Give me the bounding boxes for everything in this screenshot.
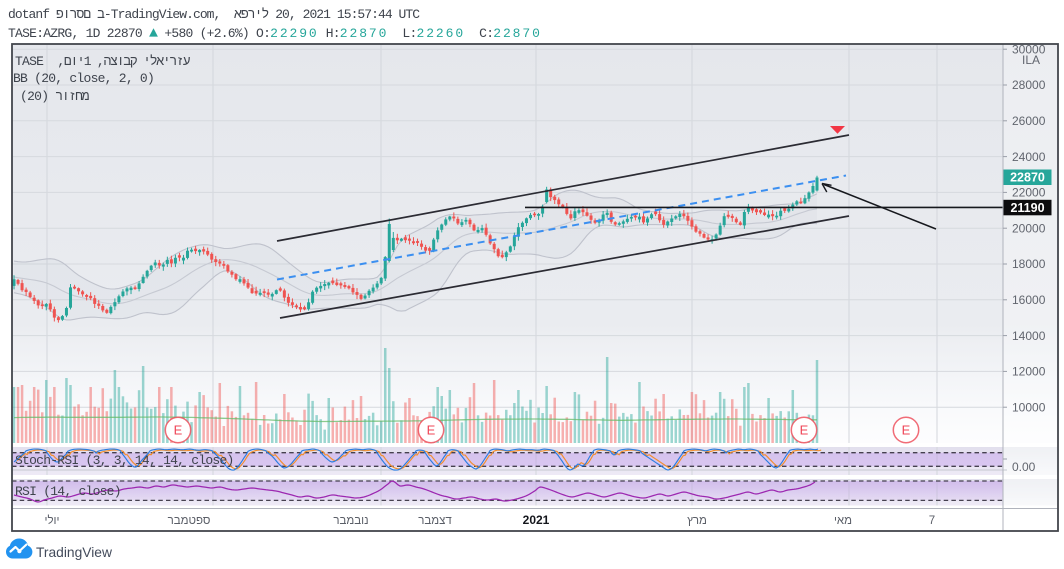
svg-text:E: E bbox=[800, 423, 809, 438]
svg-text:0.00: 0.00 bbox=[1012, 460, 1036, 474]
svg-text:מרץ: מרץ bbox=[687, 515, 707, 527]
svg-text:ILA: ILA bbox=[1022, 53, 1040, 67]
svg-text:24000: 24000 bbox=[1012, 150, 1046, 164]
svg-text:7: 7 bbox=[929, 515, 935, 527]
svg-text:16000: 16000 bbox=[1012, 293, 1046, 307]
svg-text:21190: 21190 bbox=[1010, 201, 1044, 215]
svg-text:נובמבר: נובמבר bbox=[333, 515, 368, 527]
svg-text:26000: 26000 bbox=[1012, 114, 1046, 128]
svg-text:12000: 12000 bbox=[1012, 365, 1046, 379]
svg-text:יולי: יולי bbox=[44, 514, 59, 527]
svg-text:30000: 30000 bbox=[1012, 42, 1046, 56]
svg-text:E: E bbox=[427, 423, 436, 438]
svg-text:22000: 22000 bbox=[1012, 186, 1046, 200]
svg-text:14000: 14000 bbox=[1012, 329, 1046, 343]
svg-text:מאי: מאי bbox=[834, 515, 852, 527]
svg-text:E: E bbox=[174, 423, 183, 438]
svg-text:10000: 10000 bbox=[1012, 400, 1046, 414]
svg-text:TradingView: TradingView bbox=[36, 545, 112, 560]
svg-text:20000: 20000 bbox=[1012, 221, 1046, 235]
svg-text:E: E bbox=[902, 423, 911, 438]
svg-text:22870: 22870 bbox=[1010, 171, 1045, 185]
svg-text:28000: 28000 bbox=[1012, 78, 1046, 92]
svg-text:ספטמבר: ספטמבר bbox=[168, 515, 211, 527]
svg-text:2021: 2021 bbox=[523, 513, 550, 527]
svg-text:18000: 18000 bbox=[1012, 257, 1046, 271]
svg-text:דצמבר: דצמבר bbox=[418, 515, 452, 527]
